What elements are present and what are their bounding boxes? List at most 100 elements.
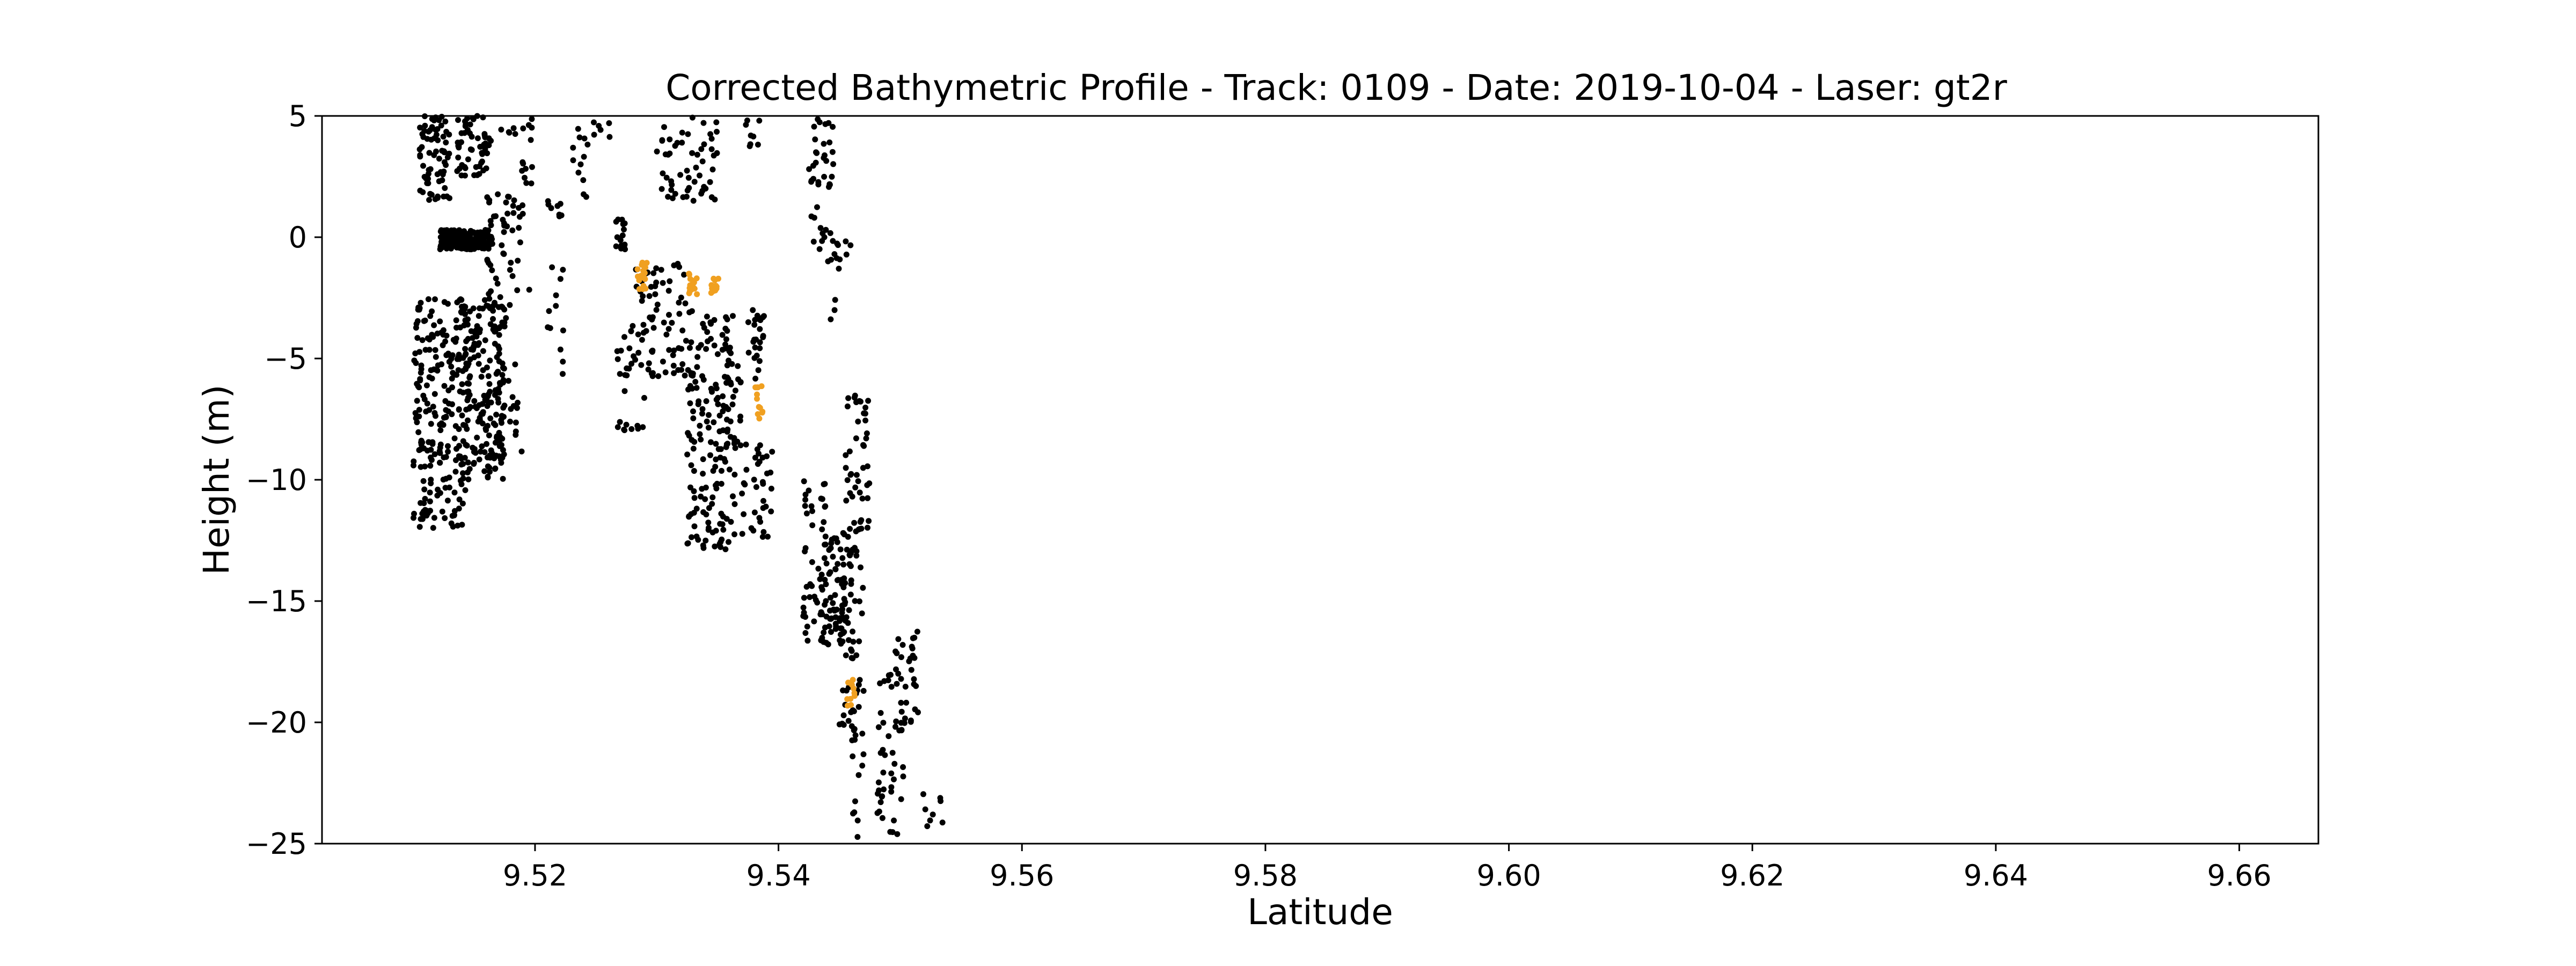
data-point [510,210,517,216]
data-point [442,515,448,521]
data-point [690,445,697,452]
data-point [652,291,658,297]
data-point [920,791,926,797]
data-point [911,634,918,641]
data-point [416,447,422,453]
data-point [715,275,721,282]
data-point [481,141,487,148]
data-point [698,493,704,500]
data-point [877,710,884,716]
y-tick-label: −10 [246,463,307,497]
data-point [694,291,700,297]
data-point [720,393,726,399]
data-point [422,496,428,502]
data-point [649,347,656,354]
data-point [861,410,867,416]
data-point [706,505,712,511]
data-point [449,384,455,391]
data-point [467,146,474,152]
data-point [898,700,904,706]
data-point [697,431,703,437]
data-point [705,338,711,345]
data-point [801,478,807,485]
data-point [685,131,691,137]
data-point [720,526,727,533]
data-point [717,455,723,461]
y-tick-label: −5 [264,342,307,376]
data-point [750,307,756,313]
data-point [807,581,814,587]
data-point [418,362,425,369]
data-point [835,561,841,567]
data-point [711,317,718,323]
data-point [829,173,835,180]
data-point [425,180,431,186]
data-point [426,197,433,203]
data-point [515,258,521,264]
data-point [852,598,858,604]
data-point [514,287,521,294]
data-point [667,278,673,284]
data-point [756,118,763,124]
data-point [895,636,902,642]
data-point [500,322,507,328]
data-point [455,155,462,160]
data-point [691,523,698,530]
data-point [893,718,899,724]
data-point [428,477,434,483]
data-point [687,400,693,406]
data-point [494,281,501,287]
data-point [478,374,485,380]
data-point [751,509,758,516]
y-tick-label: −25 [246,827,307,861]
data-point [465,417,471,423]
data-point [512,131,518,137]
data-point [487,262,494,268]
data-point [419,337,426,343]
data-point [802,492,809,498]
data-point [859,495,866,502]
data-point [832,592,838,598]
data-point [422,347,429,353]
data-point [446,131,452,138]
data-point [863,435,869,442]
data-point [450,336,457,343]
data-point [481,132,488,138]
data-point [854,817,861,824]
data-point [591,131,597,138]
data-point [828,629,834,635]
data-point [682,372,688,379]
data-point [708,136,715,142]
data-point [484,441,489,447]
data-point [671,347,677,354]
data-point [477,305,483,311]
data-point [734,438,741,445]
data-point [722,325,729,332]
data-point [863,430,870,436]
data-point [700,456,706,463]
data-point [743,466,750,473]
data-point [490,308,496,314]
data-point [938,798,944,804]
data-point [718,481,724,487]
data-point [445,449,451,455]
data-point [635,273,641,280]
data-point [440,134,447,140]
data-point [459,522,465,528]
data-point [455,522,461,529]
data-point [526,287,532,293]
data-point [413,360,419,366]
data-point [661,124,667,130]
data-point [481,297,488,303]
data-point [461,322,467,328]
data-point [471,460,477,467]
x-tick-label: 9.52 [503,859,567,892]
data-point [877,799,884,806]
data-point [421,128,428,134]
data-point [456,407,462,413]
data-point [628,426,635,432]
data-point [617,419,623,425]
data-point [843,238,849,245]
data-point [852,732,859,738]
data-point [508,260,514,266]
